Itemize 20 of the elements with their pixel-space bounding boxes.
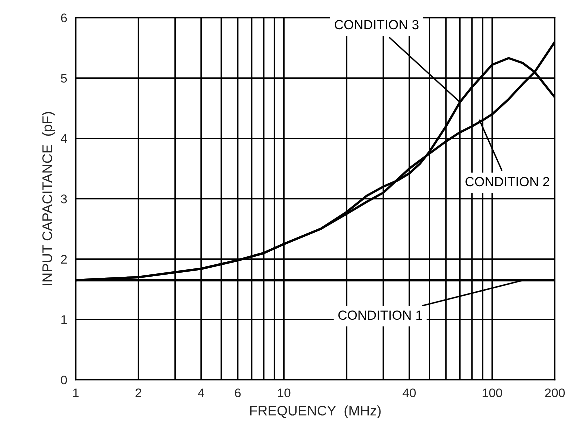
annotation: CONDITION 3 [334, 20, 419, 30]
annotation: CONDITION 2 [466, 177, 550, 187]
annotation: CONDITION 1 [338, 310, 422, 320]
y-tick-label: 6 [61, 14, 68, 23]
x-tick-label: 2 [136, 388, 142, 398]
y-tick-label: 4 [60, 134, 68, 144]
x-tick-label: 100 [482, 388, 502, 398]
x-tick-label: 200 [545, 388, 566, 398]
x-tick-label: 6 [235, 388, 241, 398]
x-axis-title: FREQUENCY (MHz) [250, 406, 381, 419]
y-tick-label: 1 [62, 316, 68, 324]
y-axis-title: INPUT CAPACITANCE (pF) [42, 112, 56, 286]
x-tick-label: 10 [278, 388, 291, 398]
y-tick-label: 0 [61, 376, 68, 385]
x-tick-label: 1 [73, 388, 79, 398]
x-tick-label: 40 [402, 388, 416, 398]
y-tick-label: 2 [61, 255, 68, 264]
y-tick-label: 3 [61, 194, 68, 204]
y-tick-label: 5 [61, 74, 68, 83]
x-tick-label: 4 [198, 388, 204, 398]
